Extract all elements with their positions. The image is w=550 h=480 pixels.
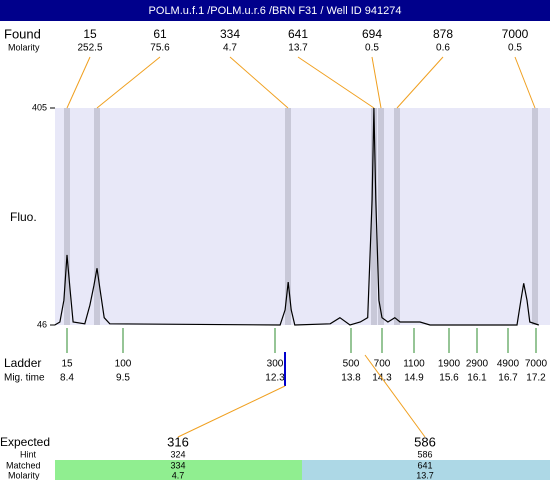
y-tick-label: 405 [32, 102, 47, 112]
matched-value: 641 [417, 460, 432, 470]
ladder-mig-time: 13.8 [341, 373, 361, 384]
found-size: 878 [433, 27, 453, 41]
peak-connector [96, 56, 161, 109]
found-molarity: 0.6 [436, 43, 450, 54]
matched-value: 334 [170, 460, 185, 470]
ladder-size: 15 [61, 359, 73, 370]
hint-value: 586 [417, 449, 432, 459]
ladder-mig-time: 12.3 [265, 373, 285, 384]
ladder-size: 1100 [403, 359, 425, 370]
expected-connector [364, 354, 426, 438]
molarity-label: Molarity [8, 470, 40, 480]
peak-band [371, 108, 377, 325]
ladder-size: 700 [374, 359, 391, 370]
found-molarity: 0.5 [508, 43, 522, 54]
found-molarity: 4.7 [223, 43, 237, 54]
peak-connector [371, 56, 382, 109]
matched-band [302, 460, 550, 480]
y-label: Fluo. [10, 210, 37, 224]
peak-band [378, 108, 384, 325]
molarity-value: 4.7 [172, 470, 185, 480]
peak-band [394, 108, 400, 325]
y-tick-label: 46 [37, 319, 47, 329]
hint-value: 324 [170, 449, 185, 459]
found-size: 61 [153, 27, 167, 41]
ladder-mig-time: 16.7 [498, 373, 518, 384]
ladder-size: 1900 [438, 359, 461, 370]
peak-band [64, 108, 70, 325]
expected-connector [177, 385, 286, 438]
found-molarity: 13.7 [288, 43, 308, 54]
found-molarity: 75.6 [150, 43, 170, 54]
found-size: 15 [83, 27, 97, 41]
plot-area [55, 108, 550, 325]
hint-label: Hint [20, 449, 37, 459]
ladder-size: 2900 [466, 359, 489, 370]
ladder-mig-time: 17.2 [526, 373, 546, 384]
ladder-label: Ladder [4, 356, 41, 370]
ladder-mig-time: 9.5 [116, 373, 130, 384]
ladder-size: 500 [343, 359, 360, 370]
peak-connector [514, 56, 536, 109]
ladder-size: 300 [267, 359, 284, 370]
ladder-size: 100 [115, 359, 132, 370]
peak-band [94, 108, 100, 325]
peak-connector [66, 56, 91, 109]
header-title: POLM.u.f.1 /POLM.u.r.6 /BRN F31 / Well I… [149, 5, 402, 17]
ladder-size: 4900 [497, 359, 520, 370]
ladder-size: 7000 [525, 359, 548, 370]
found-size: 641 [288, 27, 308, 41]
peak-band [285, 108, 291, 325]
molarity-value: 13.7 [416, 470, 434, 480]
found-size: 694 [362, 27, 382, 41]
ladder-mig-time: 14.9 [404, 373, 424, 384]
found-size: 7000 [502, 27, 529, 41]
mig-label: Mig. time [4, 373, 45, 384]
peak-connector [297, 56, 375, 109]
expected-size: 316 [167, 434, 189, 449]
peak-band [532, 108, 538, 325]
molarity-label: Molarity [8, 42, 40, 52]
trace [54, 107, 539, 326]
found-size: 334 [220, 27, 240, 41]
found-molarity: 0.5 [365, 43, 379, 54]
ladder-mig-time: 16.1 [467, 373, 487, 384]
found-molarity: 252.5 [77, 43, 102, 54]
matched-band [55, 460, 302, 480]
ladder-mig-time: 15.6 [439, 373, 459, 384]
expected-label: Expected [0, 435, 50, 449]
ladder-mig-time: 8.4 [60, 373, 74, 384]
found-label: Found [4, 26, 41, 41]
peak-connector [396, 56, 444, 109]
peak-connector [229, 56, 289, 109]
expected-size: 586 [414, 434, 436, 449]
header-bar [0, 0, 550, 21]
matched-label: Matched [6, 460, 41, 470]
